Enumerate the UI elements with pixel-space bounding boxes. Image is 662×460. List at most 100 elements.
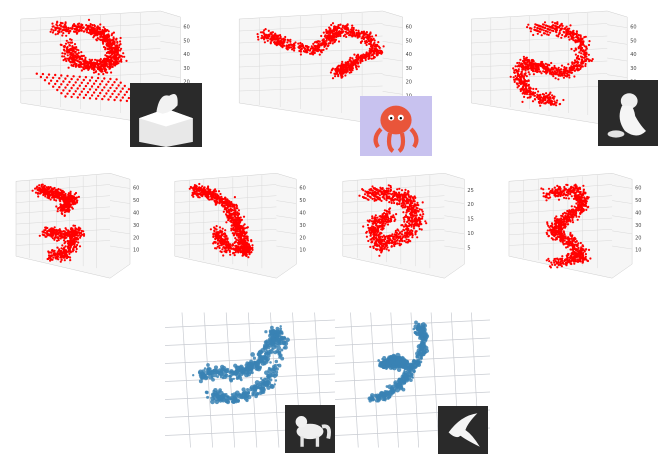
data-point xyxy=(52,256,55,259)
data-point xyxy=(103,77,106,80)
data-point xyxy=(517,68,520,71)
data-point xyxy=(72,56,75,60)
data-point xyxy=(337,32,340,35)
data-point xyxy=(72,84,75,87)
data-point xyxy=(572,39,575,42)
data-point xyxy=(59,203,62,206)
data-point xyxy=(80,26,83,29)
data-point xyxy=(238,224,241,227)
data-point xyxy=(108,52,111,55)
data-point xyxy=(43,184,47,187)
z-tick-label: 40 xyxy=(406,52,412,58)
data-point xyxy=(37,189,40,192)
data-point xyxy=(528,86,531,89)
data-point xyxy=(203,189,206,192)
data-point xyxy=(224,208,227,211)
data-point xyxy=(575,68,578,71)
data-point xyxy=(105,83,108,86)
data-point xyxy=(542,97,545,100)
data-point xyxy=(45,232,48,235)
z-tick-label: 20 xyxy=(467,202,473,208)
data-point xyxy=(564,74,567,77)
data-point xyxy=(219,192,222,196)
data-point xyxy=(353,53,356,56)
data-point xyxy=(53,253,56,256)
data-point xyxy=(574,53,577,56)
data-point xyxy=(66,234,69,237)
data-point xyxy=(56,233,60,236)
data-point xyxy=(220,195,223,198)
data-point xyxy=(400,233,403,236)
data-point xyxy=(95,38,98,41)
data-point xyxy=(215,199,218,202)
data-point xyxy=(218,246,221,250)
data-point xyxy=(299,41,302,45)
data-point xyxy=(231,205,234,208)
data-point xyxy=(330,69,333,72)
data-point xyxy=(85,24,88,27)
data-point xyxy=(525,89,529,92)
data-point xyxy=(92,82,96,85)
data-point xyxy=(293,42,296,45)
data-point xyxy=(55,257,58,260)
data-point xyxy=(76,199,79,202)
data-point xyxy=(113,98,116,102)
z-tick-label: 30 xyxy=(133,223,139,229)
data-point xyxy=(557,66,560,69)
data-point xyxy=(65,209,69,212)
data-point xyxy=(75,201,79,204)
z-tick-label: 30 xyxy=(299,223,305,229)
data-point xyxy=(82,66,85,69)
data-point xyxy=(570,65,573,68)
data-point xyxy=(93,24,96,27)
data-point xyxy=(246,242,249,245)
data-point xyxy=(539,30,542,33)
data-point xyxy=(214,241,217,244)
data-point xyxy=(71,61,74,64)
data-point xyxy=(109,95,112,99)
data-point xyxy=(116,60,119,63)
data-point xyxy=(62,256,65,259)
data-point xyxy=(100,35,103,38)
data-point xyxy=(322,42,325,46)
data-point xyxy=(68,44,71,47)
data-point xyxy=(584,49,587,52)
data-point xyxy=(214,247,217,250)
data-point xyxy=(327,42,330,45)
data-point xyxy=(342,34,345,38)
data-point xyxy=(212,235,215,238)
data-point xyxy=(580,60,583,63)
data-point xyxy=(224,229,227,232)
data-point xyxy=(552,24,555,27)
data-point xyxy=(322,31,325,34)
data-point xyxy=(56,196,60,199)
data-point xyxy=(78,65,81,68)
data-point xyxy=(554,30,557,33)
data-point xyxy=(522,92,525,95)
data-point xyxy=(349,34,352,37)
data-point xyxy=(112,63,115,66)
data-point xyxy=(96,26,99,29)
data-point xyxy=(526,26,529,29)
data-point xyxy=(127,88,131,91)
data-point xyxy=(74,197,77,200)
data-point xyxy=(245,235,248,238)
data-point xyxy=(54,33,57,36)
data-point xyxy=(73,61,76,64)
data-point xyxy=(559,28,563,31)
data-point xyxy=(61,244,64,247)
data-point xyxy=(221,197,224,200)
data-point xyxy=(421,217,424,220)
data-point xyxy=(50,249,54,252)
data-point xyxy=(245,226,248,229)
data-point xyxy=(374,47,377,50)
data-point xyxy=(531,93,534,96)
data-point xyxy=(361,31,364,34)
data-point xyxy=(232,222,235,225)
data-point xyxy=(40,191,43,194)
data-point xyxy=(119,36,122,40)
data-point xyxy=(260,37,263,40)
data-point xyxy=(529,90,532,93)
data-point xyxy=(380,50,384,54)
data-point xyxy=(563,66,566,69)
